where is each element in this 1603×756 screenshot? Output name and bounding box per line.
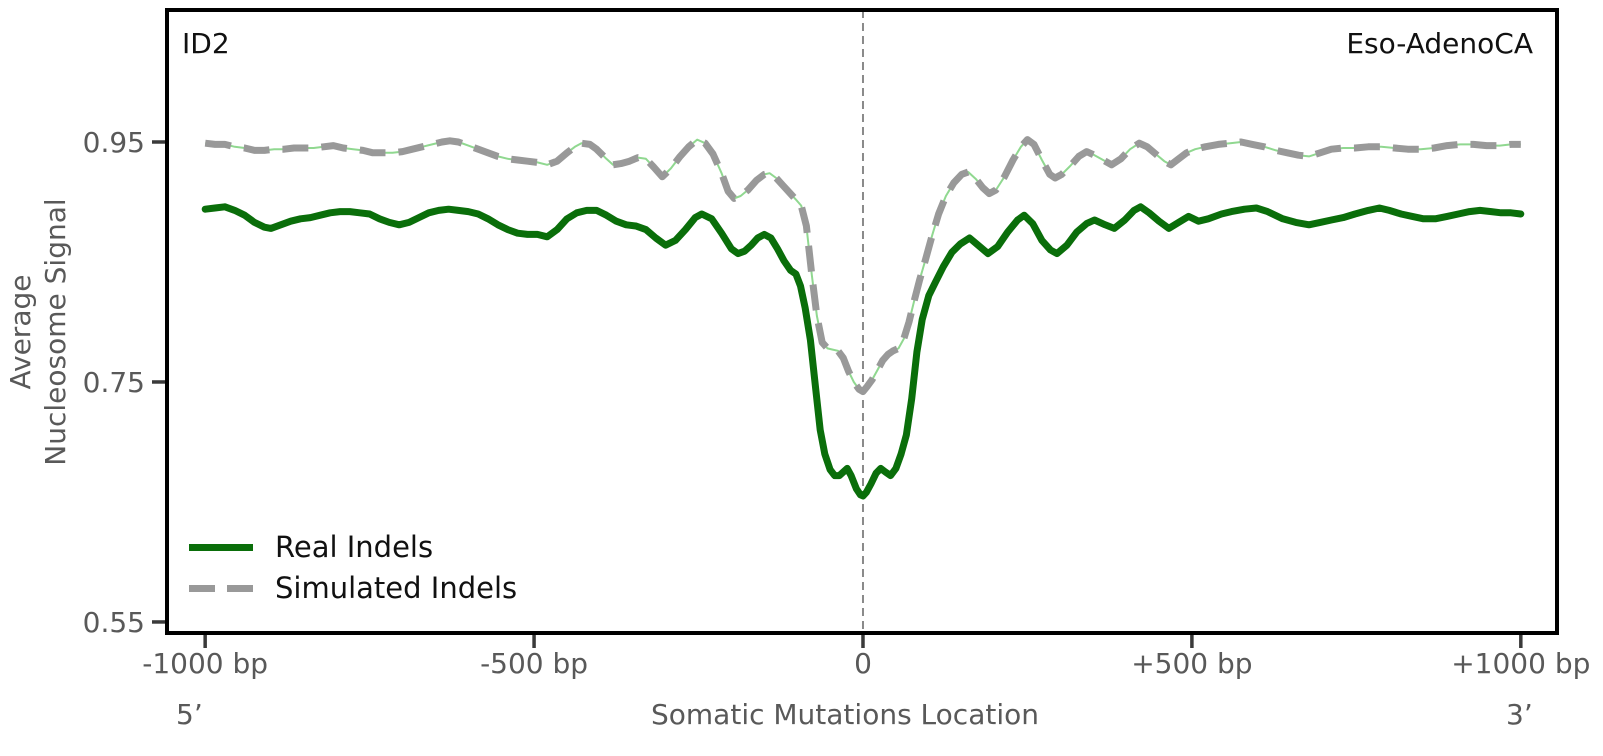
real-indels-line-swatch [189,544,253,551]
x-tick-label: +1000 bp [1451,647,1590,680]
simulated-indels-line-swatch [189,585,253,592]
legend-item-real-indels: Real Indels [189,527,517,568]
simulated-indels-line [204,136,1521,396]
plot-frame [165,8,1559,635]
y-axis-title-line2: Nucleosome Signal [39,198,72,466]
y-tick-label: 0.75 [83,366,145,399]
x-tick-label: 0 [854,647,872,680]
legend: Real Indels Simulated Indels [189,527,517,609]
real-indels-line [201,203,1525,500]
y-axis-title-line1: Average [4,274,37,390]
cohort-label: Eso-AdenoCA [1346,27,1533,60]
y-tick-label: 0.55 [83,606,145,639]
x-axis-title: Somatic Mutations Location [651,698,1039,731]
legend-item-simulated-indels: Simulated Indels [189,568,517,609]
legend-label-simulated-indels: Simulated Indels [275,571,518,605]
x-tick-label: -1000 bp [142,647,268,680]
y-axis-title: Average Nucleosome Signal [3,132,75,532]
three-prime-label: 3’ [1506,698,1533,731]
five-prime-label: 5’ [176,698,203,731]
x-tick-label: +500 bp [1131,647,1252,680]
legend-label-real-indels: Real Indels [275,530,434,564]
y-tick-label: 0.95 [83,126,145,159]
x-tick-label: -500 bp [480,647,588,680]
panel-label: ID2 [182,27,230,60]
